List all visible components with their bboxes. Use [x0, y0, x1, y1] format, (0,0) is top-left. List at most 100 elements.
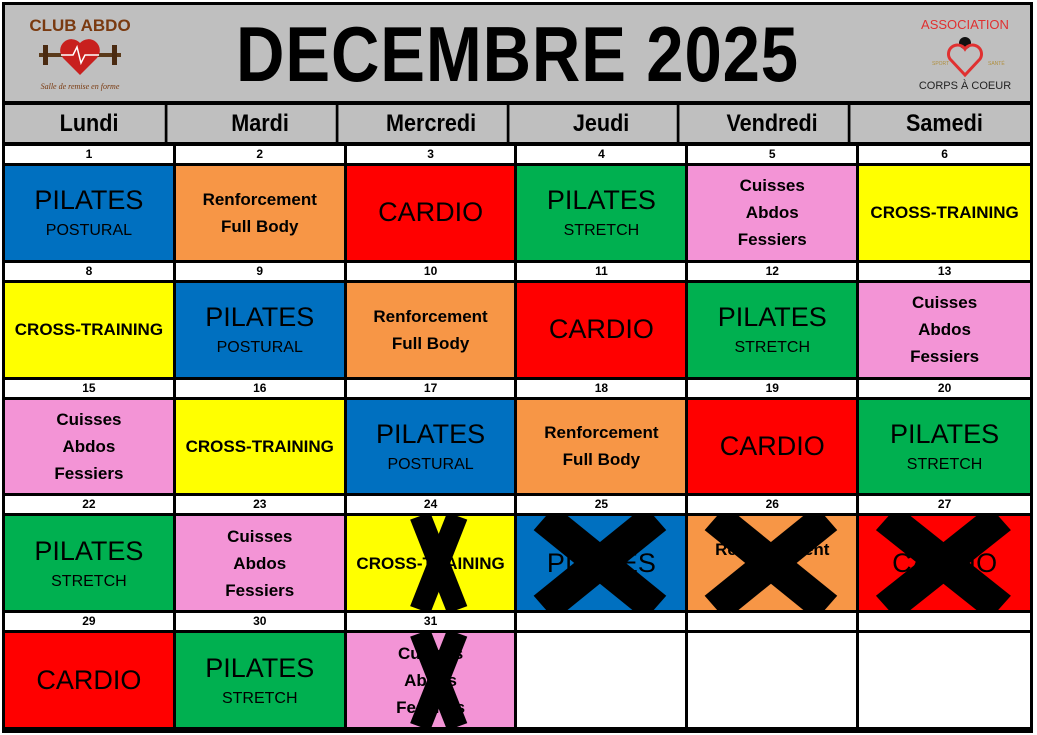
- class-block: PILATES STRETCH: [5, 516, 173, 611]
- empty-day-cell: [859, 613, 1030, 730]
- svg-text:SPORT: SPORT: [932, 61, 949, 67]
- day-cell: 27CARDIO: [859, 496, 1030, 614]
- day-cell: 18 Renforcement Full Body: [517, 379, 689, 497]
- day-cell: 23 Cuisses Abdos Fessiers: [175, 496, 347, 614]
- day-cell: 11 CARDIO: [517, 262, 689, 380]
- svg-text:Salle de remise en forme: Salle de remise en forme: [41, 82, 120, 91]
- weekday-label: Jeudi: [526, 105, 680, 142]
- day-cell: 22 PILATES STRETCH: [5, 496, 176, 614]
- class-name: Cuisses: [227, 526, 293, 546]
- day-number: 15: [5, 379, 173, 400]
- day-number: 13: [859, 262, 1030, 283]
- page-title: DECEMBRE 2025: [236, 10, 799, 98]
- day-number: 24: [346, 496, 515, 517]
- day-number: [688, 613, 857, 634]
- class-block: CARDIO: [688, 399, 857, 494]
- class-name: PILATES: [890, 418, 1000, 449]
- cross-stroke: [409, 633, 467, 727]
- class-block: Cuisses Abdos Fessiers: [175, 516, 344, 611]
- calendar-header: CLUB ABDO Salle de remise en forme DECEM…: [5, 5, 1030, 105]
- day-number: 6: [859, 146, 1030, 166]
- class-block: PILATES POSTURAL: [175, 282, 344, 377]
- class-block: PILATES POSTURAL: [5, 166, 173, 260]
- day-number: 10: [346, 262, 515, 283]
- class-detail: Fessiers: [737, 230, 807, 250]
- class-name: Cuisses: [911, 293, 978, 313]
- day-number: 29: [5, 613, 173, 634]
- weekday-label: Vendredi: [697, 105, 851, 142]
- calendar-grid: 1 PILATES POSTURAL 2 Renforcement Full Body 3 C…: [5, 146, 1030, 730]
- class-block: CARDIO: [5, 633, 173, 727]
- class-detail: Abdos: [918, 320, 972, 340]
- day-cell: 3 CARDIO: [346, 146, 518, 263]
- class-detail: STRETCH: [563, 222, 640, 240]
- cancelled-x-icon: [409, 633, 467, 727]
- day-cell: 26Renforcement: [688, 496, 860, 614]
- class-block: PILATES STRETCH: [688, 282, 857, 377]
- day-number: 2: [175, 146, 344, 166]
- class-name: Renforcement: [202, 189, 317, 209]
- day-number: 31: [346, 613, 515, 634]
- day-number: [859, 613, 1030, 634]
- day-number: 3: [346, 146, 515, 166]
- day-number: 25: [517, 496, 686, 517]
- class-name: PILATES: [546, 185, 656, 216]
- class-detail: Full Body: [221, 216, 299, 236]
- class-detail: STRETCH: [734, 339, 811, 357]
- day-cell: 24CROSS-TRAINING: [346, 496, 518, 614]
- day-cell: 10 Renforcement Full Body: [346, 262, 518, 380]
- svg-text:ASSOCIATION: ASSOCIATION: [921, 17, 1009, 32]
- class-name: PILATES: [205, 302, 315, 333]
- class-name: Renforcement: [544, 423, 659, 443]
- day-cell: 6 CROSS-TRAINING: [859, 146, 1030, 263]
- day-number: 9: [175, 262, 344, 283]
- class-name: PILATES: [717, 302, 827, 333]
- day-cell: 16 CROSS-TRAINING: [175, 379, 347, 497]
- empty-day-cell: [517, 613, 689, 730]
- class-block: [517, 633, 686, 727]
- day-number: [517, 613, 686, 634]
- class-name: CROSS-TRAINING: [14, 320, 164, 340]
- day-number: 5: [688, 146, 857, 166]
- svg-text:CLUB ABDO: CLUB ABDO: [29, 16, 130, 35]
- weekday-label: Mardi: [184, 105, 339, 142]
- day-number: 19: [688, 379, 857, 400]
- day-cell: 2 Renforcement Full Body: [175, 146, 347, 263]
- class-detail: Fessiers: [225, 580, 295, 600]
- day-cell: 1 PILATES POSTURAL: [5, 146, 176, 263]
- class-name: Cuisses: [739, 176, 805, 196]
- day-cell: 8 CROSS-TRAINING: [5, 262, 176, 380]
- class-block: CARDIO: [346, 166, 515, 260]
- day-cell: 19 CARDIO: [688, 379, 860, 497]
- class-block: [688, 633, 857, 727]
- day-number: 11: [517, 262, 686, 283]
- day-number: 17: [346, 379, 515, 400]
- class-block: Renforcement Full Body: [517, 399, 686, 494]
- class-name: CARDIO: [378, 197, 484, 228]
- class-detail: STRETCH: [51, 572, 127, 590]
- day-cell: 5 Cuisses Abdos Fessiers: [688, 146, 860, 263]
- day-number: 12: [688, 262, 857, 283]
- class-block: Cuisses Abdos Fessiers: [688, 166, 857, 260]
- cancelled-x-icon: [534, 516, 667, 611]
- class-detail: Abdos: [62, 436, 116, 456]
- day-cell: 17 PILATES POSTURAL: [346, 379, 518, 497]
- day-cell: 13 Cuisses Abdos Fessiers: [859, 262, 1030, 380]
- day-cell: 30 PILATES STRETCH: [175, 613, 347, 730]
- class-block: Renforcement Full Body: [175, 166, 344, 260]
- class-detail: Abdos: [745, 203, 799, 223]
- class-block: CROSS-TRAINING: [175, 399, 344, 494]
- class-block: CARDIO: [517, 282, 686, 377]
- day-cell: 9 PILATES POSTURAL: [175, 262, 347, 380]
- day-cell: 4 PILATES STRETCH: [517, 146, 689, 263]
- day-cell: 29 CARDIO: [5, 613, 176, 730]
- weekday-label: Lundi: [14, 105, 168, 142]
- class-block: Renforcement Full Body: [346, 282, 515, 377]
- class-name: PILATES: [34, 535, 144, 566]
- day-number: 30: [175, 613, 344, 634]
- class-name: PILATES: [205, 652, 315, 683]
- class-name: Renforcement: [373, 306, 488, 326]
- day-number: 1: [5, 146, 173, 166]
- day-cell: 25PILATES: [517, 496, 689, 614]
